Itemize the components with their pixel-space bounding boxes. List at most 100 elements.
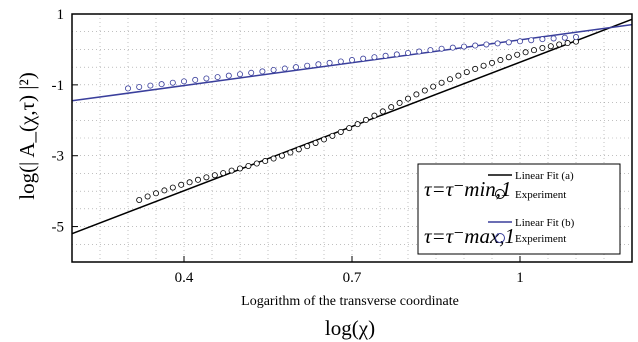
- data-point: [320, 136, 327, 143]
- data-point: [404, 95, 411, 102]
- y-tick-label: -3: [52, 149, 65, 165]
- data-point: [371, 112, 378, 119]
- data-point: [539, 45, 546, 52]
- data-point: [304, 143, 311, 150]
- x-tick-label: 0.7: [343, 270, 362, 286]
- grid: [71, 13, 633, 263]
- data-point: [573, 34, 580, 41]
- data-point: [186, 179, 193, 186]
- data-point: [259, 68, 266, 75]
- data-point: [346, 125, 353, 132]
- data-point: [483, 41, 490, 48]
- data-point: [152, 190, 159, 197]
- data-point: [480, 62, 487, 69]
- data-point: [147, 82, 154, 89]
- data-point: [158, 81, 165, 88]
- data-point: [192, 76, 199, 83]
- fit-line: [71, 18, 633, 235]
- data-point: [517, 38, 524, 45]
- data-point: [329, 132, 336, 139]
- data-point: [211, 172, 218, 179]
- data-point: [348, 57, 355, 64]
- legend-fit-b-label: Linear Fit (b): [515, 217, 575, 229]
- data-point: [539, 36, 546, 43]
- x-tick-label: 0.4: [175, 270, 194, 286]
- data-point: [136, 83, 143, 90]
- series-layer: [71, 18, 633, 235]
- data-point: [136, 196, 143, 203]
- data-point: [547, 43, 554, 50]
- legend-group-a-symbol: τ=τ⁻min,1: [424, 177, 512, 201]
- data-point: [169, 184, 176, 191]
- data-point: [531, 47, 538, 54]
- data-point: [455, 72, 462, 79]
- data-point: [505, 54, 512, 61]
- data-point: [270, 155, 277, 162]
- data-point: [446, 76, 453, 83]
- data-point: [371, 54, 378, 61]
- data-point: [388, 104, 395, 111]
- y-axis-label: log(| A_(χ,τ) |²): [15, 72, 39, 200]
- data-point: [472, 65, 479, 72]
- data-point: [564, 40, 571, 47]
- data-point: [144, 193, 151, 200]
- data-point: [421, 87, 428, 94]
- data-point: [460, 43, 467, 50]
- data-point: [337, 58, 344, 65]
- data-point: [262, 158, 269, 165]
- x-tick-label: 1: [516, 270, 524, 286]
- data-point: [281, 65, 288, 72]
- series-3: [125, 34, 580, 92]
- data-point: [497, 57, 504, 64]
- legend-exp-b-label: Experiment: [515, 233, 566, 245]
- data-point: [514, 51, 521, 58]
- data-point: [292, 64, 299, 71]
- legend-exp-b-marker: [495, 233, 505, 243]
- data-point: [393, 51, 400, 58]
- data-point: [550, 35, 557, 42]
- y-tick-label: 1: [57, 7, 65, 23]
- data-point: [304, 62, 311, 69]
- data-point: [360, 55, 367, 62]
- x-axis-symbol: log(χ): [325, 316, 375, 340]
- data-point: [438, 79, 445, 86]
- data-point: [295, 146, 302, 153]
- data-point: [228, 167, 235, 174]
- data-point: [438, 45, 445, 52]
- data-point: [315, 61, 322, 68]
- data-point: [253, 160, 260, 167]
- data-point: [203, 174, 210, 181]
- data-point: [522, 49, 529, 56]
- data-point: [194, 176, 201, 183]
- data-point: [362, 116, 369, 123]
- tick-labels: 0.4 0.7 1 1 -1 -3 -5: [52, 7, 524, 286]
- data-point: [430, 83, 437, 90]
- data-point: [354, 121, 361, 128]
- data-point: [494, 40, 501, 47]
- data-point: [505, 39, 512, 46]
- data-point: [236, 71, 243, 78]
- y-tick-label: -1: [52, 78, 65, 94]
- data-point: [270, 66, 277, 73]
- data-point: [236, 165, 243, 172]
- data-point: [287, 149, 294, 156]
- data-point: [169, 79, 176, 86]
- data-point: [382, 52, 389, 59]
- series-1: [136, 38, 580, 203]
- data-point: [180, 78, 187, 85]
- data-point: [161, 187, 168, 194]
- legend-fit-a-label: Linear Fit (a): [515, 170, 574, 182]
- data-point: [337, 128, 344, 135]
- data-point: [312, 139, 319, 146]
- data-point: [488, 59, 495, 66]
- data-point: [404, 49, 411, 56]
- data-point: [528, 37, 535, 44]
- data-point: [248, 69, 255, 76]
- series-0: [71, 18, 633, 235]
- data-point: [379, 108, 386, 115]
- data-point: [326, 59, 333, 66]
- data-point: [561, 34, 568, 41]
- data-point: [427, 47, 434, 54]
- data-point: [245, 162, 252, 169]
